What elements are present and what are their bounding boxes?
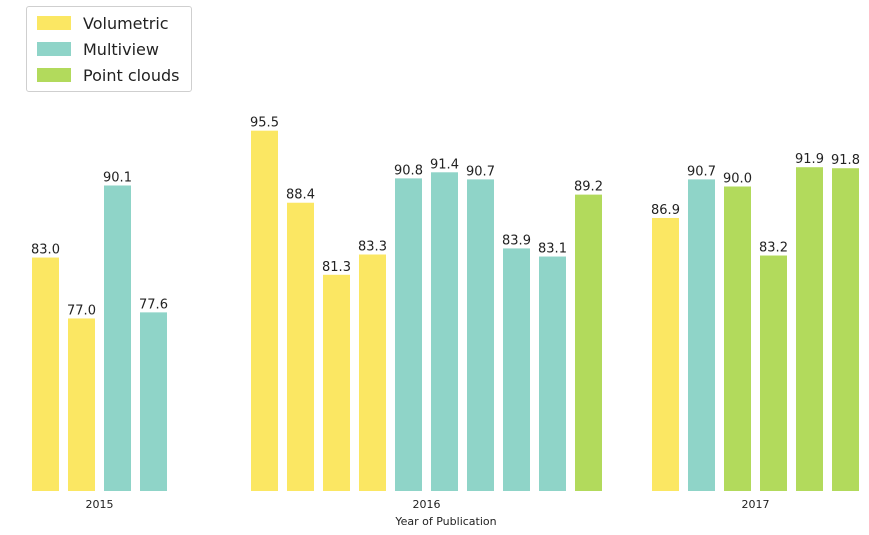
value-label-2016-2: 81.3: [322, 260, 351, 275]
value-label-2016-1: 88.4: [286, 188, 315, 203]
tick-label-2016: 2016: [413, 498, 441, 511]
bar-2016-3: [359, 254, 386, 491]
bar-2015-3: [140, 312, 167, 491]
bar-2015-1: [68, 318, 95, 491]
bar-2016-9: [575, 194, 602, 491]
legend-label-point-clouds: Point clouds: [83, 65, 180, 85]
value-label-2017-1: 90.7: [687, 164, 716, 179]
bar-2016-0: [251, 130, 278, 492]
bar-2016-8: [539, 256, 566, 491]
value-label-2016-3: 83.3: [358, 240, 387, 255]
value-label-2016-4: 90.8: [394, 163, 423, 178]
bar-2017-1: [688, 179, 715, 491]
tick-label-2017: 2017: [742, 498, 770, 511]
value-label-2015-2: 90.1: [103, 170, 132, 185]
value-labels-layer: 83.0 77.0 90.1 77.6 95.5 88.4 81.3 83.3 90.8 91.4…: [31, 116, 860, 319]
legend-swatch-volumetric: [37, 16, 71, 30]
value-label-2015-0: 83.0: [31, 243, 60, 258]
value-label-2017-0: 86.9: [651, 203, 680, 218]
bar-2017-2: [724, 186, 751, 491]
legend-label-multiview: Multiview: [83, 39, 159, 59]
bar-2016-7: [503, 248, 530, 491]
value-label-2016-7: 83.9: [502, 233, 531, 248]
value-label-2016-8: 83.1: [538, 242, 567, 257]
value-label-2017-5: 91.8: [831, 153, 860, 168]
value-label-2016-6: 90.7: [466, 164, 495, 179]
value-label-2017-4: 91.9: [795, 152, 824, 167]
bar-2015-0: [32, 257, 59, 491]
legend-item-volumetric: Volumetric: [37, 13, 169, 33]
bar-2016-5: [431, 172, 458, 492]
value-label-2017-3: 83.2: [759, 241, 788, 256]
bar-2017-4: [796, 167, 823, 491]
legend-swatch-multiview: [37, 42, 71, 56]
value-label-2016-9: 89.2: [574, 180, 603, 195]
tick-label-2015: 2015: [86, 498, 114, 511]
legend-item-point-clouds: Point clouds: [37, 65, 179, 85]
bar-2016-4: [395, 178, 422, 491]
legend-swatch-point-clouds: [37, 68, 71, 82]
legend: Volumetric Multiview Point clouds: [26, 6, 192, 92]
value-label-2015-1: 77.0: [67, 303, 96, 318]
value-label-2016-5: 91.4: [430, 157, 459, 172]
bar-2015-2: [104, 185, 131, 492]
value-label-2016-0: 95.5: [250, 116, 279, 131]
value-label-2017-2: 90.0: [723, 172, 752, 187]
x-axis-label: Year of Publication: [394, 515, 496, 528]
value-label-2015-3: 77.6: [139, 297, 168, 312]
bar-2016-1: [287, 202, 314, 492]
legend-label-volumetric: Volumetric: [83, 13, 169, 33]
legend-item-multiview: Multiview: [37, 39, 159, 59]
bar-2017-0: [652, 217, 679, 491]
bars-layer: [32, 130, 859, 492]
bar-2016-2: [323, 274, 350, 491]
bar-2017-5: [832, 168, 859, 492]
bar-2016-6: [467, 179, 494, 491]
tick-labels-layer: 2015 2016 2017: [86, 498, 770, 511]
bar-2017-3: [760, 255, 787, 491]
